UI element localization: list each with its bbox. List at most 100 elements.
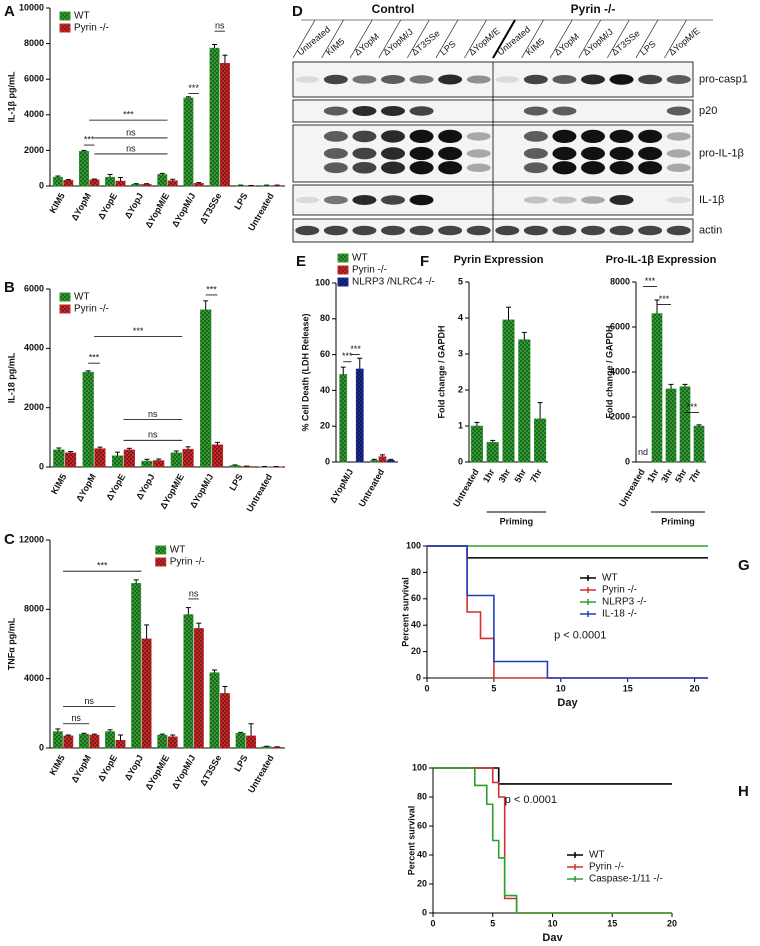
annotation: *** (645, 276, 656, 286)
x-tick-label: 5 (490, 918, 495, 928)
band (638, 75, 662, 85)
error-bar (118, 177, 123, 181)
bar (230, 466, 241, 467)
x-tick-label: 3hr (659, 467, 675, 485)
y-tick-label: 4000 (24, 109, 44, 119)
error-bar (144, 184, 149, 185)
bar (356, 369, 363, 462)
bar (694, 426, 704, 462)
annotation: ns (189, 588, 199, 598)
error-bar (115, 452, 120, 456)
annotation: *** (133, 326, 144, 336)
y-tick-label: 4000 (24, 343, 44, 353)
x-tick-label: 15 (607, 918, 617, 928)
survival-line (427, 546, 708, 558)
y-tick-label: 100 (412, 762, 427, 772)
survival-line (433, 768, 672, 913)
bar (518, 340, 530, 462)
y-axis-label: Percent survival (406, 806, 416, 876)
annotation: *** (84, 134, 95, 144)
x-tick-label: 0 (430, 918, 435, 928)
band (524, 75, 548, 85)
band (410, 161, 434, 174)
x-tick-label: 20 (690, 683, 700, 693)
y-tick-label: 0 (625, 456, 630, 466)
band (524, 197, 548, 204)
x-tick-label: LPS (227, 472, 244, 492)
band (524, 226, 548, 236)
x-axis-label: Day (557, 697, 578, 709)
x-tick-label: 5 (491, 683, 496, 693)
error-bar (55, 729, 60, 732)
band (610, 74, 634, 85)
x-tick-label: ΔT3SSe (198, 191, 224, 225)
legend-swatch (60, 293, 70, 301)
x-axis-label: Priming (500, 516, 534, 526)
legend-swatch (338, 254, 348, 262)
bar (194, 628, 203, 748)
x-tick-label: ΔYopJ (134, 472, 157, 501)
x-tick-label: ΔYopM/J (328, 467, 356, 505)
bar (116, 740, 125, 748)
bar (112, 456, 123, 467)
bar (90, 180, 99, 186)
bar (64, 180, 73, 186)
bar (487, 442, 499, 462)
x-tick-label: ΔYopM/J (170, 753, 198, 791)
band (352, 75, 376, 84)
panel-letter: A (4, 3, 15, 20)
band (352, 195, 376, 205)
bar (105, 732, 114, 748)
y-tick-label: 12000 (19, 534, 44, 544)
annotation: ns (148, 430, 158, 440)
bar (53, 732, 62, 748)
bar (158, 735, 167, 748)
band (410, 75, 434, 84)
x-tick-label: 3hr (497, 467, 513, 485)
bar (64, 736, 73, 748)
x-tick-label: ΔYopJ (123, 191, 146, 220)
band (410, 130, 434, 143)
x-tick-label: LPS (232, 191, 249, 211)
legend-label: WT (352, 253, 368, 264)
y-tick-label: 4 (458, 312, 463, 322)
x-tick-label: ΔYopM (74, 472, 98, 503)
y-tick-label: 3 (458, 348, 463, 358)
band (552, 130, 576, 143)
y-axis-label: IL-18 pg/mL (6, 352, 16, 403)
bar (168, 737, 177, 748)
band (667, 226, 691, 236)
bar (220, 693, 229, 748)
band (581, 226, 605, 236)
band (467, 226, 491, 236)
band (295, 226, 319, 236)
band (352, 226, 376, 236)
band (410, 195, 434, 206)
row-label: pro-casp1 (699, 73, 748, 85)
band (667, 132, 691, 140)
bar (158, 174, 167, 186)
y-tick-label: 0 (458, 456, 463, 466)
panel-letter: B (4, 279, 15, 296)
band (610, 161, 634, 174)
lane-label: LPS (638, 39, 657, 58)
band (552, 197, 576, 204)
survival-line (433, 768, 672, 913)
error-bar (212, 44, 217, 48)
x-tick-label: 7hr (528, 467, 544, 485)
bar (387, 460, 394, 462)
error-bar (203, 301, 208, 310)
panel-letter: E (296, 253, 306, 270)
lane-label: LPS (438, 39, 457, 58)
x-tick-label: 1hr (481, 467, 497, 485)
error-bar (144, 625, 149, 639)
x-tick-label: Untreated (451, 467, 481, 508)
y-tick-label: 4000 (24, 673, 44, 683)
y-tick-label: 60 (320, 349, 330, 359)
band (552, 147, 576, 160)
x-tick-label: 1hr (645, 467, 661, 485)
band (495, 226, 519, 236)
x-tick-label: 7hr (687, 467, 703, 485)
x-tick-label: Untreated (246, 191, 276, 232)
